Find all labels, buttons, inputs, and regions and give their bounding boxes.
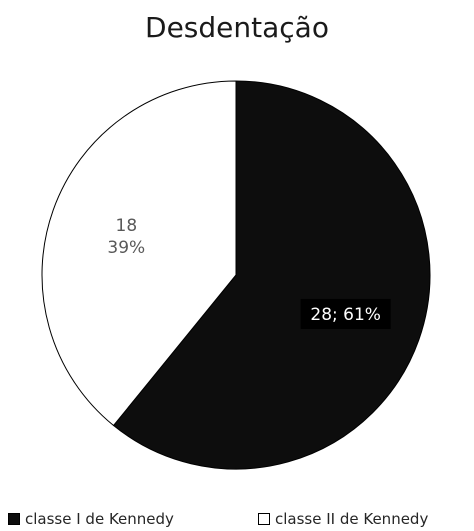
data-label-1: 28; 61%: [300, 298, 391, 329]
legend: classe I de Kennedy classe II de Kennedy: [0, 507, 474, 531]
legend-swatch-classe-ii: [258, 513, 270, 525]
data-label-text-1: 28; 61%: [310, 305, 381, 325]
legend-item-classe-i: classe I de Kennedy: [8, 507, 174, 531]
pie-slice-1: [112, 80, 431, 470]
data-label-2: 18 39%: [107, 216, 145, 258]
chart-title: Desdentação: [145, 11, 329, 44]
pie-slice-2: [41, 80, 237, 427]
legend-label-classe-ii: classe II de Kennedy: [275, 510, 429, 528]
legend-item-classe-ii: classe II de Kennedy: [258, 507, 428, 531]
legend-swatch-classe-i: [8, 513, 20, 525]
legend-label-classe-i: classe I de Kennedy: [25, 510, 174, 528]
data-label-2-line-2: 39%: [107, 238, 145, 258]
data-label-2-line-1: 18: [116, 216, 138, 236]
data-label-box-1: [300, 298, 391, 329]
pie-chart: 28; 61% 18 39%: [41, 80, 431, 470]
